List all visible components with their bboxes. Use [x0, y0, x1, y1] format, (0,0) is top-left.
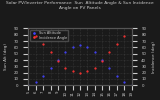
- Legend: Sun Altitude, Incidence Angle: Sun Altitude, Incidence Angle: [30, 30, 68, 41]
- Text: Solar PV/Inverter Performance  Sun  Altitude Angle & Sun Incidence Angle on PV P: Solar PV/Inverter Performance Sun Altitu…: [6, 1, 154, 10]
- Y-axis label: Incidence (deg): Incidence (deg): [152, 41, 156, 73]
- Y-axis label: Sun Alt (deg): Sun Alt (deg): [4, 43, 8, 70]
